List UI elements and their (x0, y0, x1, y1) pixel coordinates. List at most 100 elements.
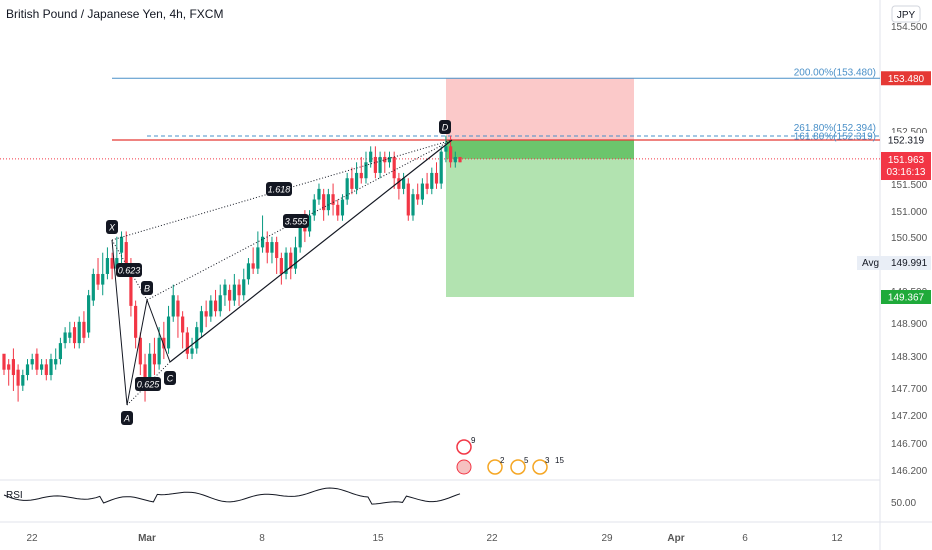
candle-body (411, 194, 415, 216)
harmonic-point-a-marker[interactable] (121, 411, 133, 425)
candle-body (129, 263, 133, 306)
y-tick-label: 152.500 (891, 127, 928, 138)
candle-body (275, 242, 279, 259)
candle-body (25, 364, 30, 376)
event-count-label: 3 (545, 456, 550, 465)
candle-body (458, 156, 462, 163)
candle-body (359, 172, 363, 179)
candle-body (373, 156, 377, 173)
candle-body (340, 199, 345, 216)
harmonic-bd-dotted (146, 139, 453, 301)
harmonic-ratio-box (266, 182, 292, 196)
candle-body (68, 332, 72, 338)
candle-body (223, 284, 227, 296)
currency-badge[interactable] (891, 5, 921, 23)
candle-body (448, 146, 453, 163)
candle-body (434, 172, 439, 184)
harmonic-point-label: D (442, 123, 449, 133)
candle-body (148, 353, 152, 386)
x-tick-label: 22 (486, 533, 498, 544)
candle-body (439, 151, 443, 184)
event-count-label: 2 (500, 456, 505, 465)
candle-body (307, 215, 312, 232)
harmonic-point-x-marker[interactable] (106, 220, 118, 234)
candle-body (270, 242, 274, 253)
x-tick-label: 12 (831, 533, 843, 544)
candle-body (16, 369, 20, 386)
candle-body (7, 364, 11, 370)
candle-body (406, 183, 410, 216)
candle-body (416, 194, 420, 200)
avg-tag-bg (857, 256, 931, 270)
candle-body (40, 364, 44, 370)
candle-body (453, 156, 457, 163)
candle-body (298, 226, 302, 248)
candle-body (430, 172, 434, 189)
candle-body (213, 300, 218, 312)
candle-body (157, 337, 161, 365)
candle-body (54, 359, 58, 365)
currency-badge-label: JPY (897, 10, 916, 21)
candle-body (124, 242, 128, 264)
candle-body (181, 316, 185, 333)
event-marker-icon[interactable] (487, 459, 503, 475)
candle-body (279, 258, 283, 274)
risk-zone (446, 78, 634, 140)
price-tag-take-profit: 149.367 (888, 293, 925, 304)
candle-body (401, 178, 406, 189)
harmonic-ratio-box (135, 377, 161, 391)
harmonic-cd-line (169, 139, 453, 363)
reward-zone (446, 158, 634, 297)
harmonic-point-b-marker[interactable] (141, 281, 153, 295)
x-tick-label: 22 (26, 533, 38, 544)
harmonic-ratio-label: 0.625 (137, 380, 161, 390)
candle-body (260, 236, 265, 248)
harmonic-ratio-label: 0.623 (118, 266, 141, 276)
price-tag-take-profit-bg (881, 290, 931, 304)
candle-body (350, 178, 354, 189)
event-marker-icon[interactable] (456, 439, 472, 455)
event-marker-icon[interactable] (532, 459, 548, 475)
harmonic-ratio-box (283, 214, 309, 228)
price-tag-entry: 152.319 (888, 136, 925, 147)
candle-body (317, 188, 321, 200)
candle-body (354, 172, 359, 189)
candle-body (326, 194, 330, 211)
candle-body (284, 252, 288, 274)
candle-body (322, 194, 326, 211)
candle-body (331, 194, 335, 205)
price-tag-upper-target: 153.480 (888, 74, 925, 85)
avg-tag-label: Avg (862, 258, 879, 269)
candle-body (392, 156, 396, 179)
candle-body (228, 289, 232, 301)
candle-body (91, 273, 95, 301)
harmonic-point-label: C (167, 374, 174, 384)
candle-body (218, 295, 222, 312)
candle-body (2, 353, 6, 370)
candle-body (293, 247, 298, 269)
price-tag-entry-bg (881, 133, 931, 147)
candle-body (312, 199, 316, 216)
harmonic-point-c-marker[interactable] (164, 371, 176, 385)
candle-body (378, 156, 382, 173)
harmonic-xabc-line (111, 239, 171, 406)
event-marker-icon[interactable] (510, 459, 526, 475)
rsi-line (3, 487, 461, 505)
candle-body (143, 364, 147, 386)
y-tick-label: 154.500 (891, 22, 928, 33)
candle-body (166, 316, 171, 349)
rsi-tick-label: 50.00 (891, 498, 916, 509)
candle-body (204, 311, 208, 317)
y-tick-label: 148.300 (891, 352, 928, 363)
x-tick-label: 15 (372, 533, 384, 544)
uk-flag-icon[interactable] (456, 459, 472, 475)
rsi-label: RSI (6, 490, 23, 501)
harmonic-point-d-marker[interactable] (439, 120, 451, 134)
x-tick-label: Mar (138, 533, 156, 544)
harmonic-ratio-box (116, 263, 142, 277)
candle-body (44, 364, 48, 376)
candle-body (345, 178, 349, 200)
candle-body (444, 146, 448, 152)
candle-body (77, 321, 81, 344)
